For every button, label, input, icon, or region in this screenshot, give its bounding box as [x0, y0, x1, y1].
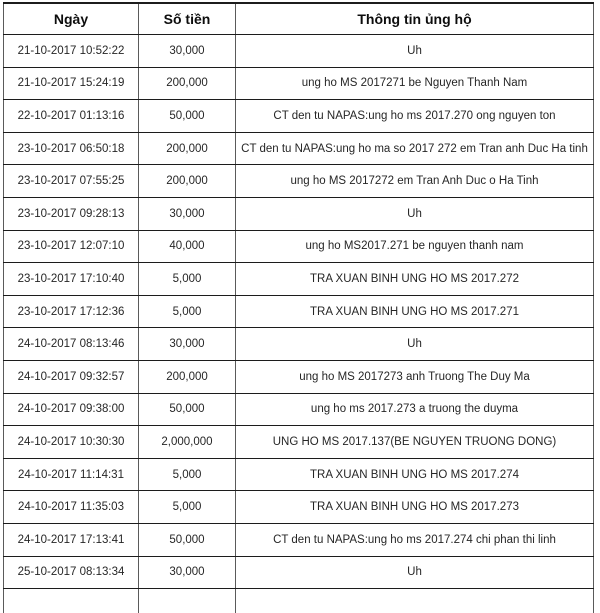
cell-info: Uh [236, 328, 594, 361]
cell-amount: 200,000 [139, 132, 236, 165]
cell-info: CT den tu NAPAS:ung ho ms 2017.274 chi p… [236, 523, 594, 556]
cell-date: 21-10-2017 10:52:22 [4, 35, 139, 68]
column-header-info: Thông tin ủng hộ [236, 3, 594, 35]
cell-date: 23-10-2017 12:07:10 [4, 230, 139, 263]
cell-date: 23-10-2017 07:55:25 [4, 165, 139, 198]
cell-amount: 200,000 [139, 67, 236, 100]
column-header-date: Ngày [4, 3, 139, 35]
cell-date: 24-10-2017 11:14:31 [4, 458, 139, 491]
cell-date-empty [4, 589, 139, 613]
cell-info: Uh [236, 35, 594, 68]
cell-date: 24-10-2017 09:32:57 [4, 360, 139, 393]
cell-date: 24-10-2017 08:13:46 [4, 328, 139, 361]
cell-info-empty [236, 589, 594, 613]
cell-date: 23-10-2017 09:28:13 [4, 197, 139, 230]
cell-amount: 5,000 [139, 295, 236, 328]
cell-date: 24-10-2017 10:30:30 [4, 426, 139, 459]
cell-amount: 50,000 [139, 100, 236, 133]
cell-date: 23-10-2017 17:12:36 [4, 295, 139, 328]
cell-amount: 200,000 [139, 360, 236, 393]
cell-amount: 30,000 [139, 556, 236, 589]
table-header: Ngày Số tiền Thông tin ủng hộ [4, 3, 594, 35]
cell-amount: 2,000,000 [139, 426, 236, 459]
cell-amount: 30,000 [139, 328, 236, 361]
cell-info: TRA XUAN BINH UNG HO MS 2017.272 [236, 263, 594, 296]
cell-amount: 200,000 [139, 165, 236, 198]
cell-amount: 50,000 [139, 393, 236, 426]
cell-date: 24-10-2017 17:13:41 [4, 523, 139, 556]
cell-info: Uh [236, 197, 594, 230]
cell-info: CT den tu NAPAS:ung ho ma so 2017 272 em… [236, 132, 594, 165]
cell-info: TRA XUAN BINH UNG HO MS 2017.274 [236, 458, 594, 491]
cell-info: ung ho ms 2017.273 a truong the duyma [236, 393, 594, 426]
column-header-amount: Số tiền [139, 3, 236, 35]
cell-amount: 5,000 [139, 263, 236, 296]
cell-amount-empty [139, 589, 236, 613]
cell-info: UNG HO MS 2017.137(BE NGUYEN TRUONG DONG… [236, 426, 594, 459]
cell-info: ung ho MS 2017271 be Nguyen Thanh Nam [236, 67, 594, 100]
cell-amount: 5,000 [139, 491, 236, 524]
cell-info: TRA XUAN BINH UNG HO MS 2017.273 [236, 491, 594, 524]
cell-amount: 5,000 [139, 458, 236, 491]
cell-info: Uh [236, 556, 594, 589]
cell-info: ung ho MS 2017273 anh Truong The Duy Ma [236, 360, 594, 393]
cell-info: CT den tu NAPAS:ung ho ms 2017.270 ong n… [236, 100, 594, 133]
cell-info: ung ho MS 2017272 em Tran Anh Duc o Ha T… [236, 165, 594, 198]
cell-date: 24-10-2017 11:35:03 [4, 491, 139, 524]
cell-date: 21-10-2017 15:24:19 [4, 67, 139, 100]
cell-date: 23-10-2017 06:50:18 [4, 132, 139, 165]
cell-amount: 30,000 [139, 197, 236, 230]
cell-date: 23-10-2017 17:10:40 [4, 263, 139, 296]
header-row: Ngày Số tiền Thông tin ủng hộ [4, 3, 594, 35]
cell-info: ung ho MS2017.271 be nguyen thanh nam [236, 230, 594, 263]
cell-date: 25-10-2017 08:13:34 [4, 556, 139, 589]
donation-table-container: Ngày Số tiền Thông tin ủng hộ 21-10-2017… [3, 2, 593, 613]
cell-date: 22-10-2017 01:13:16 [4, 100, 139, 133]
table-row-partial [4, 589, 594, 613]
cell-date: 24-10-2017 09:38:00 [4, 393, 139, 426]
donation-table: Ngày Số tiền Thông tin ủng hộ 21-10-2017… [3, 2, 594, 613]
cell-amount: 40,000 [139, 230, 236, 263]
cell-amount: 30,000 [139, 35, 236, 68]
cell-amount: 50,000 [139, 523, 236, 556]
cell-info: TRA XUAN BINH UNG HO MS 2017.271 [236, 295, 594, 328]
